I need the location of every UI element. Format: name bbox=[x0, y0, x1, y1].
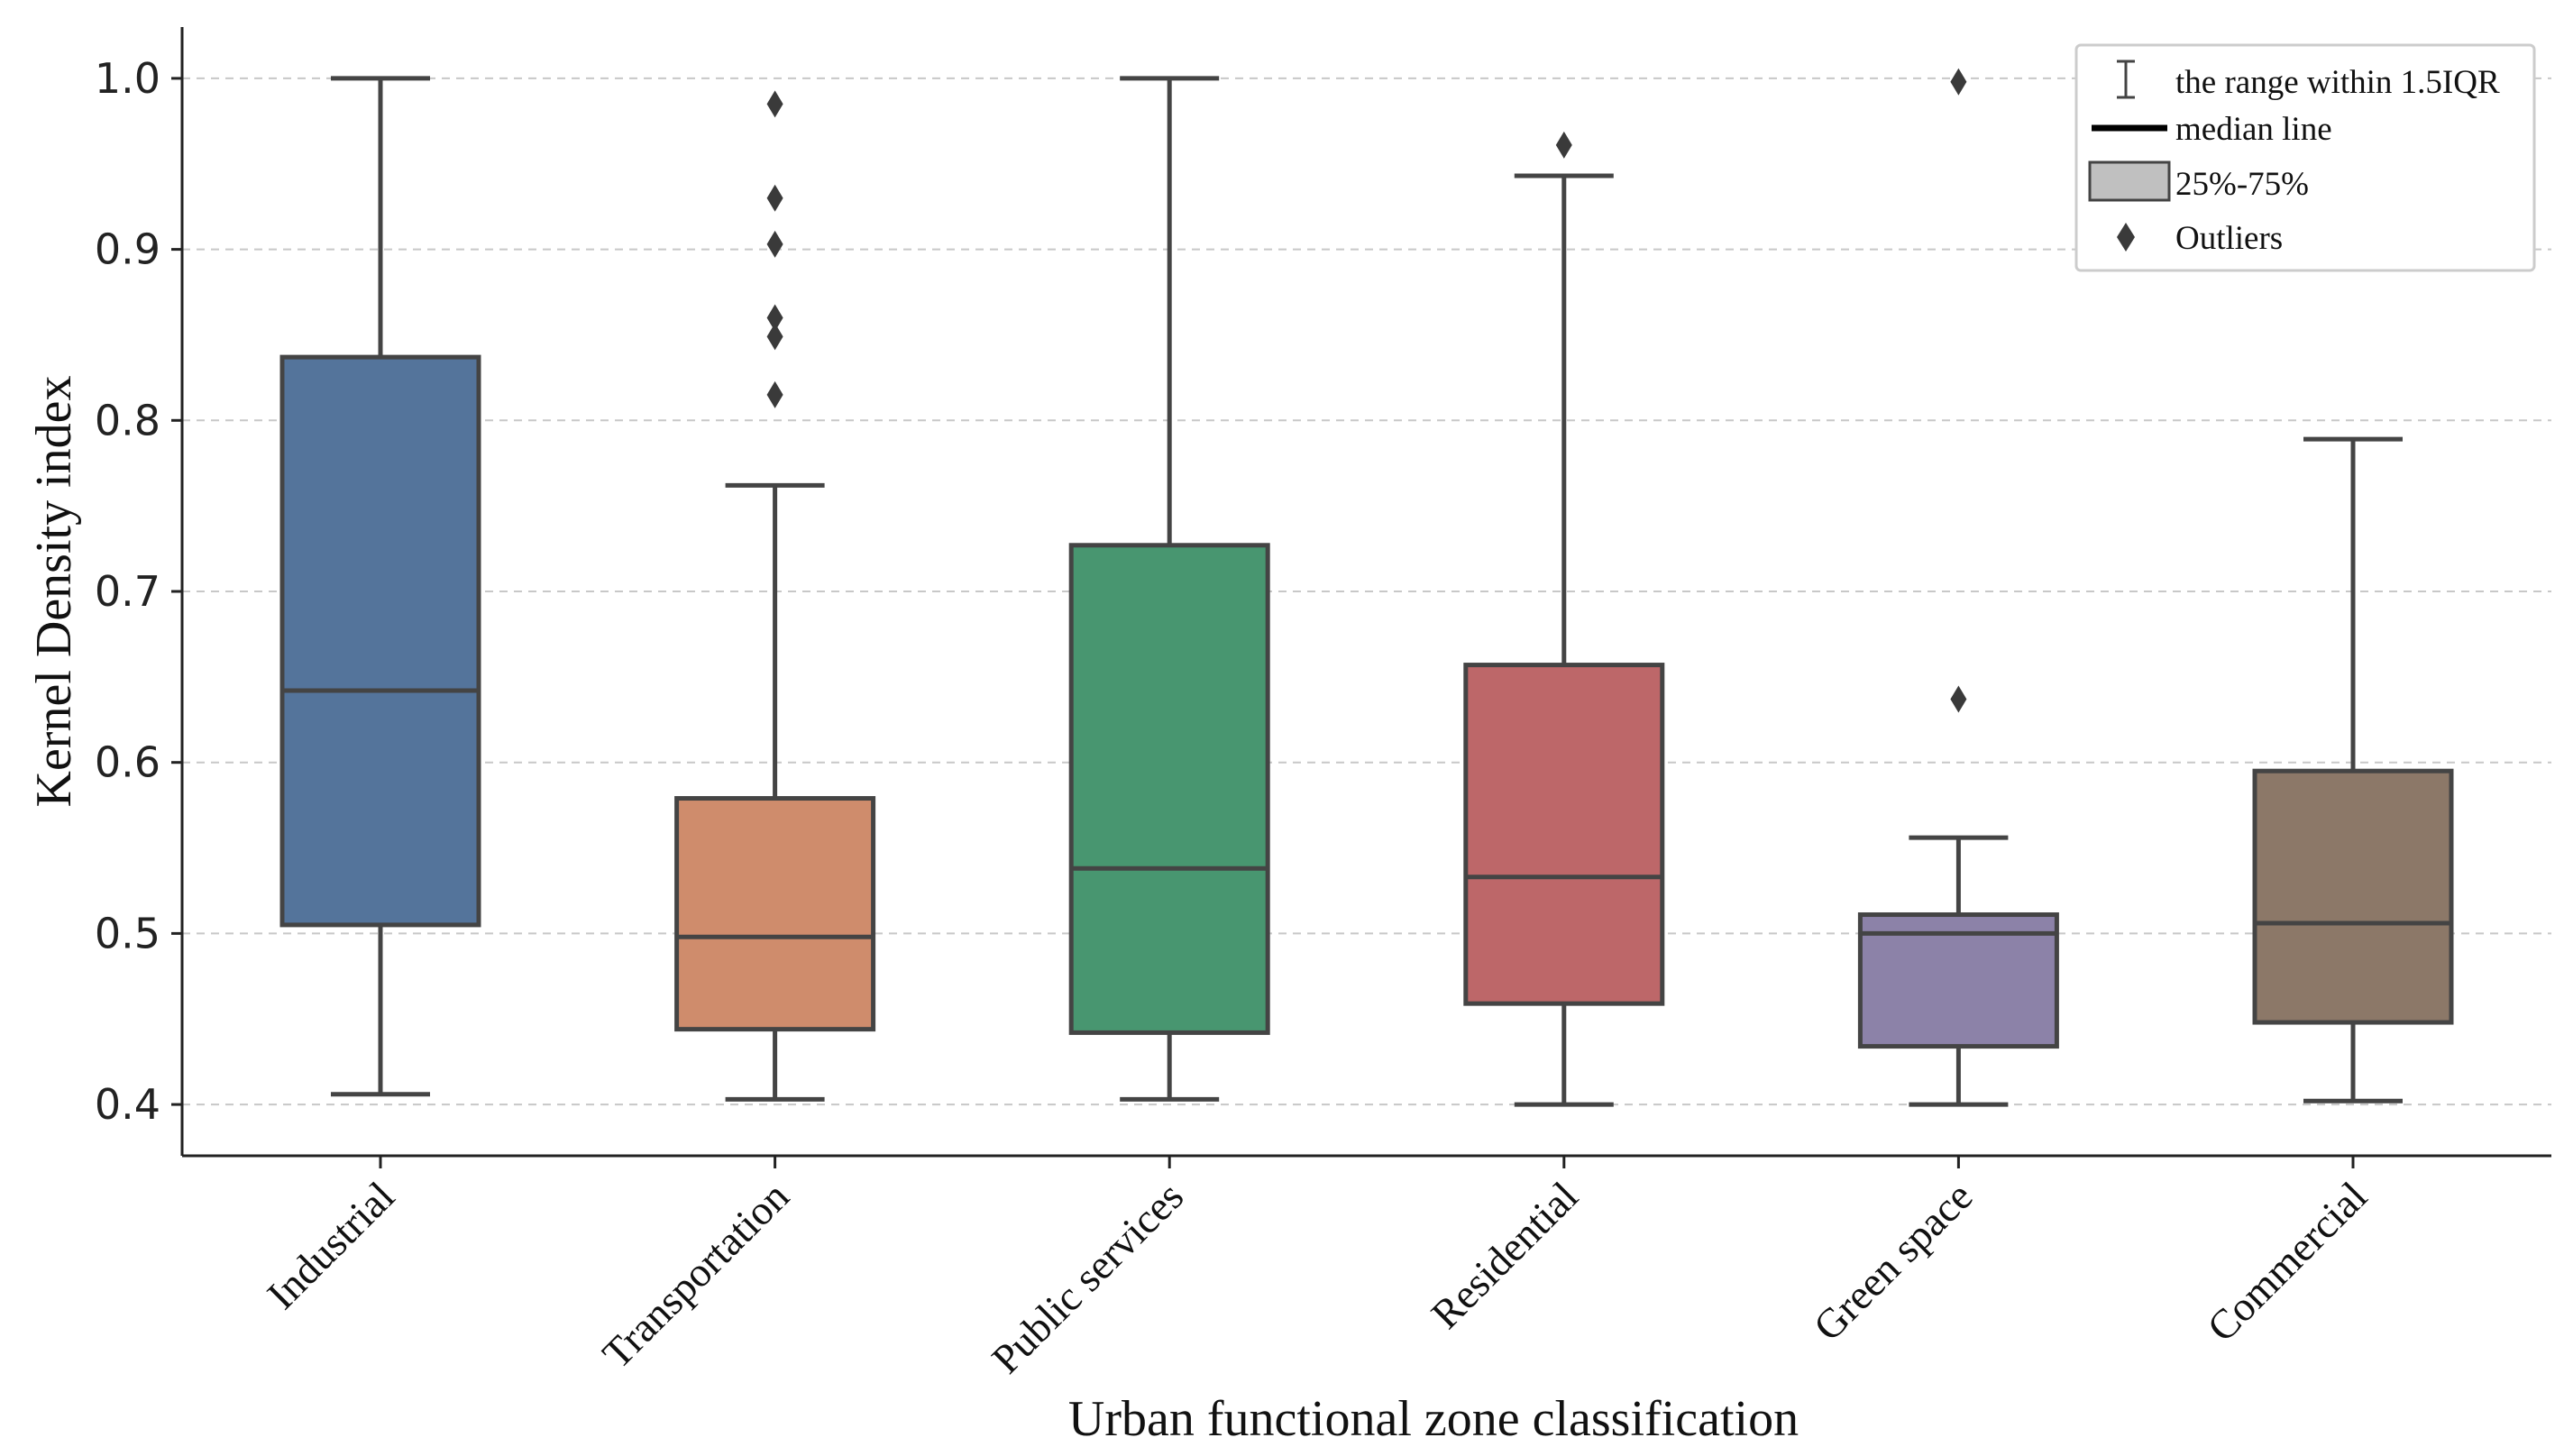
iqr-box bbox=[1068, 543, 1270, 1035]
outlier-point bbox=[1950, 685, 1967, 713]
outlier-point bbox=[766, 230, 783, 258]
iqr-box bbox=[1857, 912, 2059, 1049]
gridlines bbox=[182, 77, 2551, 1106]
x-tick-labels: Industrial Transportation Public services R… bbox=[258, 1156, 2376, 1382]
legend-frame bbox=[2074, 43, 2536, 272]
y-tick-label-4: 0.8 bbox=[95, 396, 160, 444]
outlier-point bbox=[766, 304, 783, 332]
outlier-point bbox=[1950, 68, 1967, 96]
legend: the range within 1.5IQR median line 25%-75… bbox=[2074, 43, 2536, 272]
x-tick-label-3: Residential bbox=[1422, 1173, 1586, 1337]
legend-box-symbol bbox=[2088, 160, 2171, 202]
box-group-transportation bbox=[674, 90, 876, 1102]
box-group-residential bbox=[1463, 131, 1665, 1107]
y-axis-title: Kernel Density index bbox=[26, 376, 82, 808]
outlier-point bbox=[766, 323, 783, 351]
outlier-point bbox=[766, 184, 783, 212]
legend-label-2: 25%-75% bbox=[2175, 166, 2309, 203]
iqr-box bbox=[279, 354, 481, 928]
box-group-public-services bbox=[1068, 76, 1270, 1102]
y-tick-labels: 0.4 0.5 0.6 0.7 0.8 0.9 1.0 bbox=[95, 54, 182, 1129]
iqr-box bbox=[1463, 663, 1665, 1006]
y-tick-label-5: 0.9 bbox=[95, 225, 160, 274]
x-tick-label-1: Transportation bbox=[593, 1173, 797, 1377]
y-tick-label-2: 0.6 bbox=[95, 738, 160, 787]
y-tick-label-6: 1.0 bbox=[95, 54, 160, 103]
outlier-point bbox=[766, 380, 783, 408]
x-tick-label-2: Public services bbox=[983, 1173, 1192, 1382]
legend-label-1: median line bbox=[2175, 111, 2332, 148]
outlier-point bbox=[766, 90, 783, 118]
legend-label-3: Outliers bbox=[2175, 220, 2283, 257]
y-tick-label-3: 0.7 bbox=[95, 567, 160, 616]
x-axis-title: Urban functional zone classification bbox=[1068, 1391, 1799, 1447]
box-layer bbox=[279, 68, 2454, 1107]
x-tick-label-5: Commercial bbox=[2198, 1173, 2376, 1351]
box-group-commercial bbox=[2252, 436, 2454, 1103]
legend-label-0: the range within 1.5IQR bbox=[2175, 64, 2500, 101]
iqr-box bbox=[2252, 768, 2454, 1025]
x-tick-label-4: Green space bbox=[1805, 1173, 1982, 1350]
box-group-industrial bbox=[279, 76, 481, 1097]
y-tick-label-1: 0.5 bbox=[95, 909, 160, 957]
iqr-box bbox=[674, 796, 876, 1032]
box-group-green-space bbox=[1857, 68, 2059, 1107]
legend-outlier-symbol bbox=[2117, 223, 2135, 252]
x-tick-label-0: Industrial bbox=[258, 1173, 403, 1318]
outlier-point bbox=[1555, 131, 1572, 159]
y-tick-label-0: 0.4 bbox=[95, 1080, 160, 1129]
